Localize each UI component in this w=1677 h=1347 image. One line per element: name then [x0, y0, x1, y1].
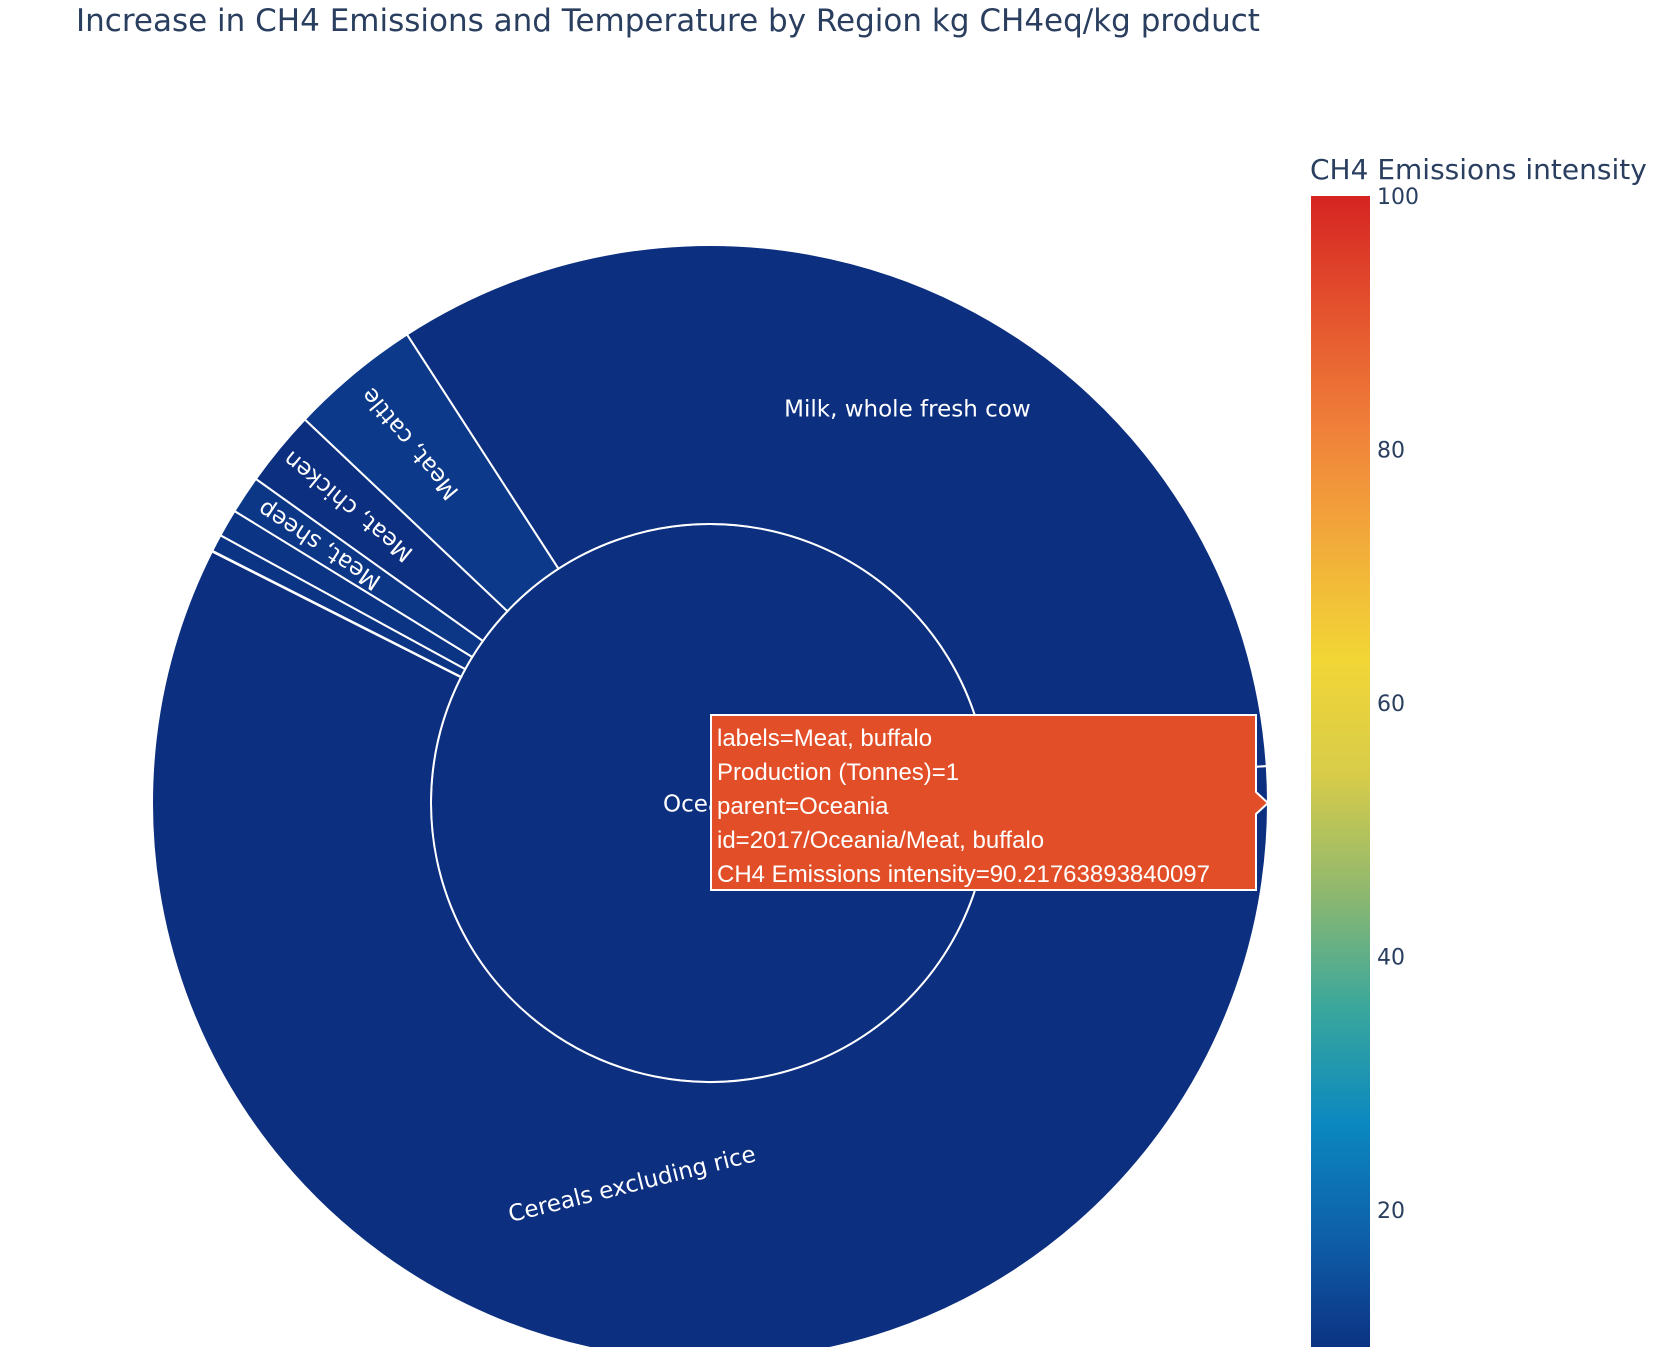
tooltip-line: CH4 Emissions intensity=90.2176389384009… [717, 861, 1210, 888]
tooltip-box [710, 714, 1270, 891]
tooltip-line: id=2017/Oceania/Meat, buffalo [717, 827, 1044, 854]
colorbar-title: CH4 Emissions intensity [1310, 153, 1647, 186]
sunburst-segment[interactable] [405, 244, 1268, 786]
chart-title: Increase in CH4 Emissions and Temperatur… [76, 3, 1260, 39]
tooltip-line: Production (Tonnes)=1 [717, 759, 959, 786]
tooltip-line: parent=Oceania [717, 793, 889, 820]
colorbar-tick-label: 60 [1377, 692, 1405, 717]
segment-label: Milk, whole fresh cow [784, 396, 1030, 422]
colorbar-tick-label: 100 [1377, 185, 1419, 210]
hover-tooltip: labels=Meat, buffalo Production (Tonnes)=… [710, 714, 1270, 891]
colorbar-tick-label: 20 [1377, 1199, 1405, 1224]
sunburst-segment[interactable] [151, 550, 1269, 1347]
tooltip-line: labels=Meat, buffalo [717, 725, 932, 752]
colorbar: CH4 Emissions intensity 20 40 60 80 100 [1310, 153, 1647, 1347]
colorbar-gradient [1311, 196, 1370, 1347]
colorbar-tick-label: 40 [1377, 946, 1405, 971]
colorbar-tick-label: 80 [1377, 439, 1405, 464]
